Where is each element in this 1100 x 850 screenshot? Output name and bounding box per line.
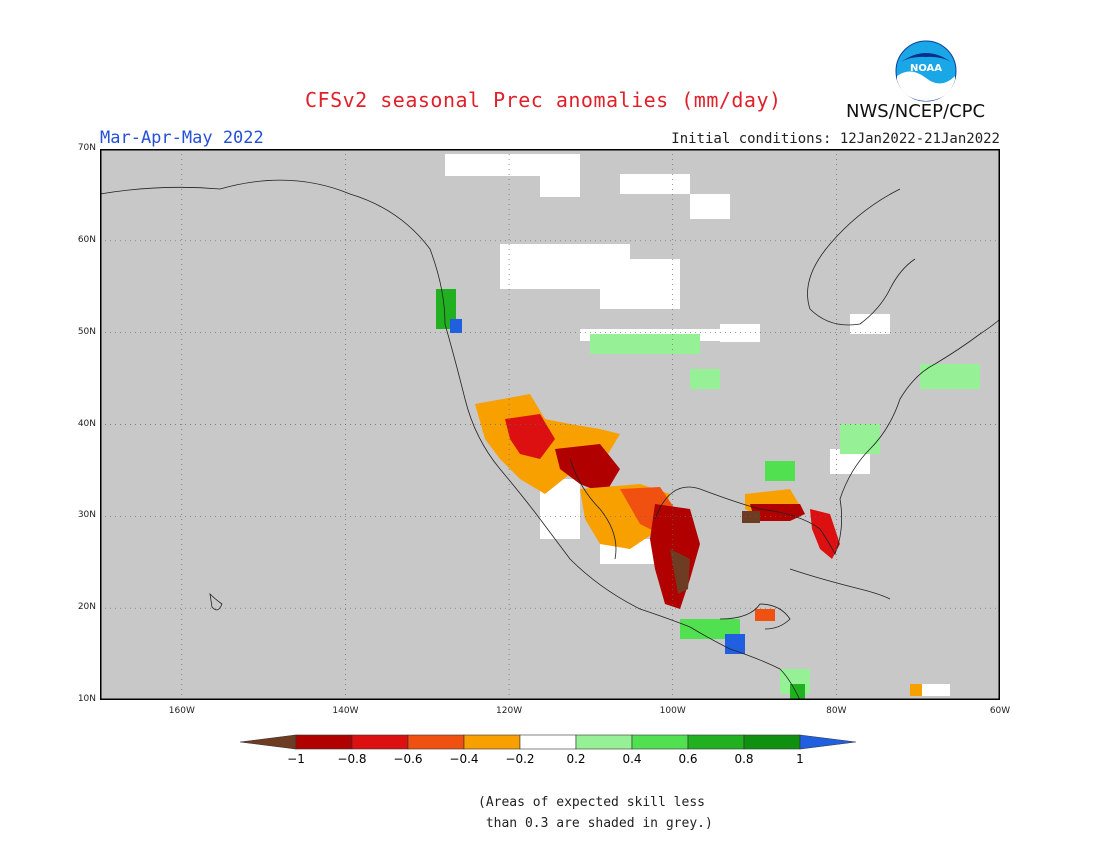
lon-tick-label: 140W — [332, 706, 359, 716]
lat-tick-label: 50N — [77, 326, 96, 337]
lon-tick-label: 120W — [496, 706, 523, 716]
colorbar: −1 −0.8 −0.6 −0.4 −0.2 0.2 0.4 0.6 0.8 1 — [239, 734, 857, 766]
colorbar-box — [743, 734, 801, 750]
colorbar-box — [519, 734, 577, 750]
colorbar-arrow-low — [239, 734, 297, 750]
colorbar-label: 0.6 — [678, 752, 697, 766]
initial-conditions: Initial conditions: 12Jan2022-21Jan2022 — [671, 131, 1000, 147]
forecast-period: Mar-Apr-May 2022 — [100, 128, 264, 148]
colorbar-box — [631, 734, 689, 750]
coastlines — [100, 179, 1000, 700]
hudson-bay-coast — [807, 188, 916, 326]
colorbar-box — [351, 734, 409, 750]
lat-tick-label: 20N — [77, 602, 96, 613]
colorbar-label: 0.8 — [734, 752, 753, 766]
colorbar-box — [575, 734, 633, 750]
colorbar-label: −0.8 — [337, 752, 366, 766]
lat-tick-label: 60N — [77, 234, 96, 245]
colorbar-label: −0.2 — [505, 752, 534, 766]
lat-tick-label: 10N — [77, 694, 96, 704]
colorbar-label: 1 — [796, 752, 804, 766]
colorbar-label: −0.4 — [449, 752, 478, 766]
colorbar-label: 0.2 — [566, 752, 585, 766]
yucatan-coast — [719, 603, 791, 630]
map-frame — [100, 149, 1000, 700]
colorbar-label: −1 — [287, 752, 305, 766]
logo-text: NOAA — [910, 63, 942, 74]
chart-title-text: CFSv2 seasonal Prec anomalies (mm/day) — [305, 88, 782, 112]
agency-label: NWS/NCEP/CPC — [846, 101, 986, 122]
lon-tick-label: 100W — [659, 706, 686, 716]
lon-tick-label: 160W — [168, 706, 195, 716]
colorbar-label: −0.6 — [393, 752, 422, 766]
graticule — [100, 149, 1000, 700]
colorbar-box — [295, 734, 353, 750]
lat-tick-label: 30N — [77, 510, 96, 521]
lat-tick-label: 40N — [77, 418, 96, 429]
colorbar-arrow-high — [799, 734, 857, 750]
hawaii-coast — [209, 592, 223, 611]
skill-note: (Areas of expected skill less than 0.3 a… — [478, 795, 713, 831]
lon-tick-label: 60W — [989, 706, 1011, 716]
pacific-coast — [100, 179, 801, 700]
noaa-logo: NOAA — [895, 40, 957, 102]
colorbar-box — [407, 734, 465, 750]
dry-patches — [475, 394, 922, 696]
lat-tick-label: 70N — [77, 143, 96, 153]
precip-anomaly-map — [100, 149, 1000, 700]
lon-tick-label: 80W — [826, 706, 847, 716]
colorbar-box — [687, 734, 745, 750]
gulf-atlantic-coast — [654, 318, 1000, 555]
colorbar-label: 0.4 — [622, 752, 641, 766]
baja-coast — [569, 458, 617, 560]
cuba-coast — [789, 568, 891, 600]
colorbar-box — [463, 734, 521, 750]
